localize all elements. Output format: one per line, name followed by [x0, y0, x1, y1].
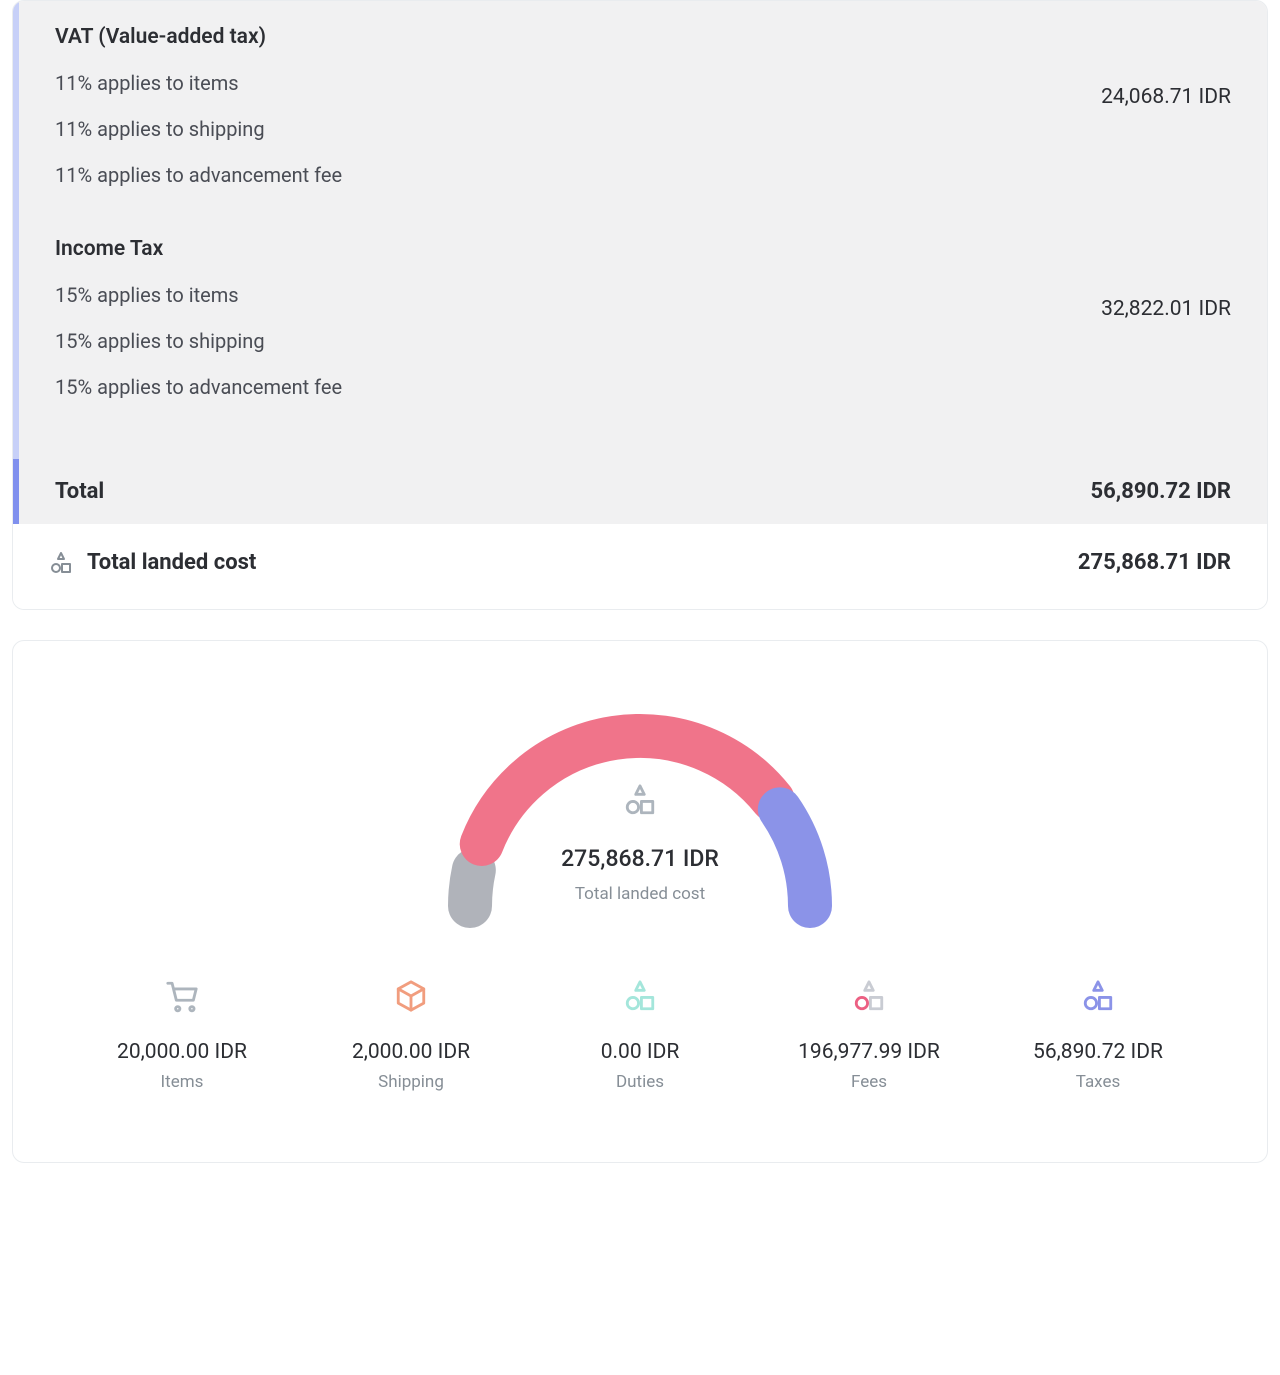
gauge-chart: 275,868.71 IDR Total landed cost: [390, 691, 890, 921]
tax-total-amount: 56,890.72 IDR: [1091, 479, 1231, 504]
tax-line: 15% applies to items: [55, 283, 1101, 307]
gauge-center: 275,868.71 IDR Total landed cost: [390, 783, 890, 904]
gauge-label: Total landed cost: [575, 884, 705, 904]
taxes-body: VAT (Value-added tax) 11% applies to ite…: [13, 1, 1267, 459]
tax-section-income: Income Tax 15% applies to items 15% appl…: [55, 237, 1231, 421]
breakdown-card: 275,868.71 IDR Total landed cost 20,000.…: [12, 640, 1268, 1163]
tax-line: 15% applies to advancement fee: [55, 375, 1101, 399]
breakdown-fees: 196,977.99 IDR Fees: [769, 976, 969, 1092]
landed-cost-row: Total landed cost 275,868.71 IDR: [13, 524, 1267, 609]
breakdown-row: 20,000.00 IDR Items 2,000.00 IDR Shippin…: [53, 976, 1227, 1092]
tax-section-amount: 24,068.71 IDR: [1101, 25, 1231, 109]
taxes-card: VAT (Value-added tax) 11% applies to ite…: [12, 0, 1268, 610]
tax-total-row: Total 56,890.72 IDR: [13, 459, 1267, 524]
cart-icon: [165, 976, 199, 1016]
breakdown-value: 56,890.72 IDR: [1033, 1040, 1163, 1064]
breakdown-label: Fees: [851, 1072, 887, 1092]
breakdown-value: 2,000.00 IDR: [352, 1040, 470, 1064]
tax-line: 11% applies to advancement fee: [55, 163, 1101, 187]
breakdown-value: 20,000.00 IDR: [117, 1040, 247, 1064]
breakdown-label: Shipping: [378, 1072, 444, 1092]
box-icon: [394, 976, 428, 1016]
breakdown-duties: 0.00 IDR Duties: [540, 976, 740, 1092]
shapes-icon: [1081, 976, 1115, 1016]
tax-section-vat: VAT (Value-added tax) 11% applies to ite…: [55, 25, 1231, 209]
tax-line: 11% applies to items: [55, 71, 1101, 95]
breakdown-label: Items: [161, 1072, 204, 1092]
tax-line: 15% applies to shipping: [55, 329, 1101, 353]
shapes-icon: [852, 976, 886, 1016]
breakdown-taxes: 56,890.72 IDR Taxes: [998, 976, 1198, 1092]
tax-section-amount: 32,822.01 IDR: [1101, 237, 1231, 321]
tax-total-label: Total: [55, 479, 104, 504]
breakdown-shipping: 2,000.00 IDR Shipping: [311, 976, 511, 1092]
breakdown-value: 0.00 IDR: [601, 1040, 680, 1064]
tax-section-title: Income Tax: [55, 237, 1101, 261]
landed-cost-label: Total landed cost: [87, 550, 256, 575]
breakdown-value: 196,977.99 IDR: [798, 1040, 940, 1064]
landed-cost-amount: 275,868.71 IDR: [1078, 550, 1231, 575]
breakdown-label: Duties: [616, 1072, 664, 1092]
tax-section-title: VAT (Value-added tax): [55, 25, 1101, 49]
tax-line: 11% applies to shipping: [55, 117, 1101, 141]
shapes-icon: [49, 551, 73, 575]
gauge-value: 275,868.71 IDR: [561, 845, 719, 872]
breakdown-label: Taxes: [1076, 1072, 1121, 1092]
shapes-icon: [623, 976, 657, 1016]
shapes-icon: [623, 783, 657, 817]
breakdown-items: 20,000.00 IDR Items: [82, 976, 282, 1092]
